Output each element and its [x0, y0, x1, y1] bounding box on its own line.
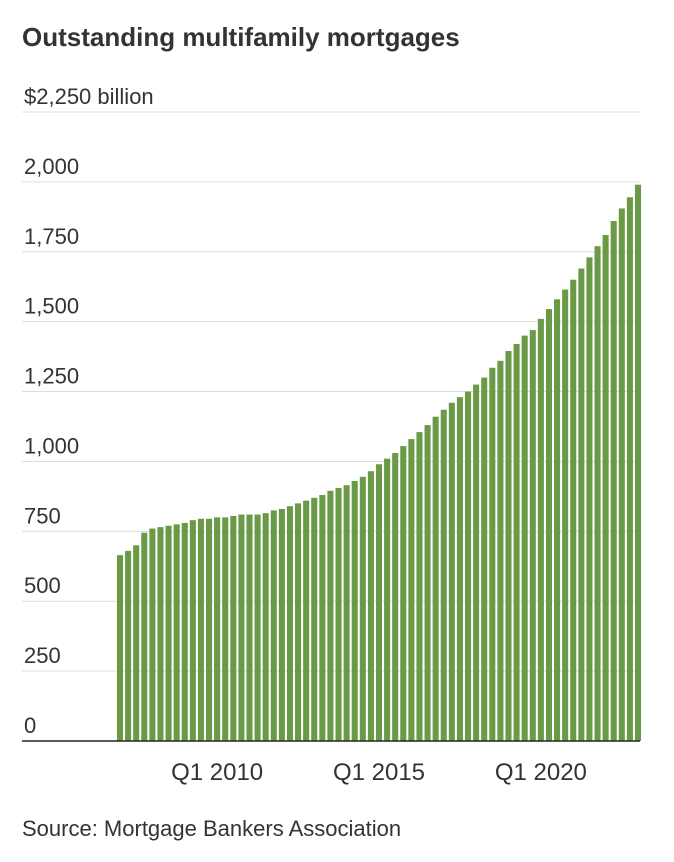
bar	[392, 453, 399, 741]
bar	[246, 514, 253, 741]
y-tick-label: 750	[24, 503, 61, 528]
bar	[529, 330, 536, 741]
bar	[416, 432, 423, 741]
bar	[254, 514, 261, 741]
bar	[262, 513, 269, 741]
bar	[238, 514, 245, 741]
bar	[408, 439, 415, 741]
bar	[610, 221, 617, 741]
bar	[181, 522, 188, 741]
bar	[319, 494, 326, 741]
bar	[311, 497, 318, 741]
y-tick-label: 1,500	[24, 294, 79, 319]
bar	[618, 208, 625, 742]
bar	[165, 525, 172, 741]
bar	[125, 550, 132, 741]
y-tick-label: 1,000	[24, 433, 79, 458]
bar	[570, 279, 577, 741]
y-tick-label: 500	[24, 573, 61, 598]
bar	[359, 476, 366, 741]
bar	[141, 532, 148, 741]
bar	[537, 318, 544, 741]
bar	[400, 446, 407, 741]
bar	[343, 485, 350, 741]
x-tick-label: Q1 2010	[171, 759, 263, 786]
bar	[173, 524, 180, 741]
bar	[335, 488, 342, 741]
bar	[222, 517, 229, 741]
bar	[634, 184, 642, 741]
bar	[270, 510, 277, 741]
bar	[384, 458, 391, 741]
bar	[286, 506, 294, 741]
bar	[327, 490, 334, 741]
bar	[424, 425, 431, 741]
bar	[473, 384, 480, 741]
bar	[189, 520, 196, 741]
bar	[562, 289, 569, 741]
bar	[554, 299, 561, 741]
bar	[116, 555, 124, 741]
bar	[303, 500, 310, 741]
bar	[456, 397, 463, 741]
y-tick-label: $2,250 billion	[24, 84, 154, 109]
bar	[375, 464, 383, 741]
source: Source: Mortgage Bankers Association	[22, 816, 401, 841]
bar	[278, 508, 285, 741]
bar	[586, 257, 593, 741]
y-tick-label: 2,000	[24, 154, 79, 179]
bar	[513, 344, 520, 741]
bar	[578, 268, 585, 741]
x-tick-label: Q1 2015	[333, 759, 425, 786]
bar	[351, 481, 358, 741]
y-tick-label: 0	[24, 713, 36, 738]
y-tick-label: 1,250	[24, 364, 79, 389]
bar	[545, 309, 553, 741]
bar	[497, 360, 504, 741]
bar	[197, 518, 204, 741]
bar	[464, 391, 472, 741]
y-tick-label: 250	[24, 643, 61, 668]
bar	[626, 197, 633, 741]
bar	[205, 518, 213, 741]
bar	[602, 235, 609, 741]
bar	[214, 517, 221, 741]
bar	[432, 416, 439, 741]
bar	[594, 246, 601, 742]
bar	[133, 545, 140, 741]
chart-title: Outstanding multifamily mortgages	[22, 22, 460, 52]
bar	[440, 409, 447, 741]
bar	[481, 377, 488, 741]
bar	[295, 503, 302, 741]
bar	[521, 335, 528, 741]
bar	[448, 402, 455, 741]
bar	[367, 471, 374, 741]
bar	[149, 528, 156, 741]
y-tick-label: 1,750	[24, 224, 79, 249]
bar	[157, 527, 164, 741]
bar	[489, 367, 496, 741]
bar	[230, 515, 237, 741]
x-tick-label: Q1 2020	[495, 759, 587, 786]
bar	[505, 351, 512, 741]
